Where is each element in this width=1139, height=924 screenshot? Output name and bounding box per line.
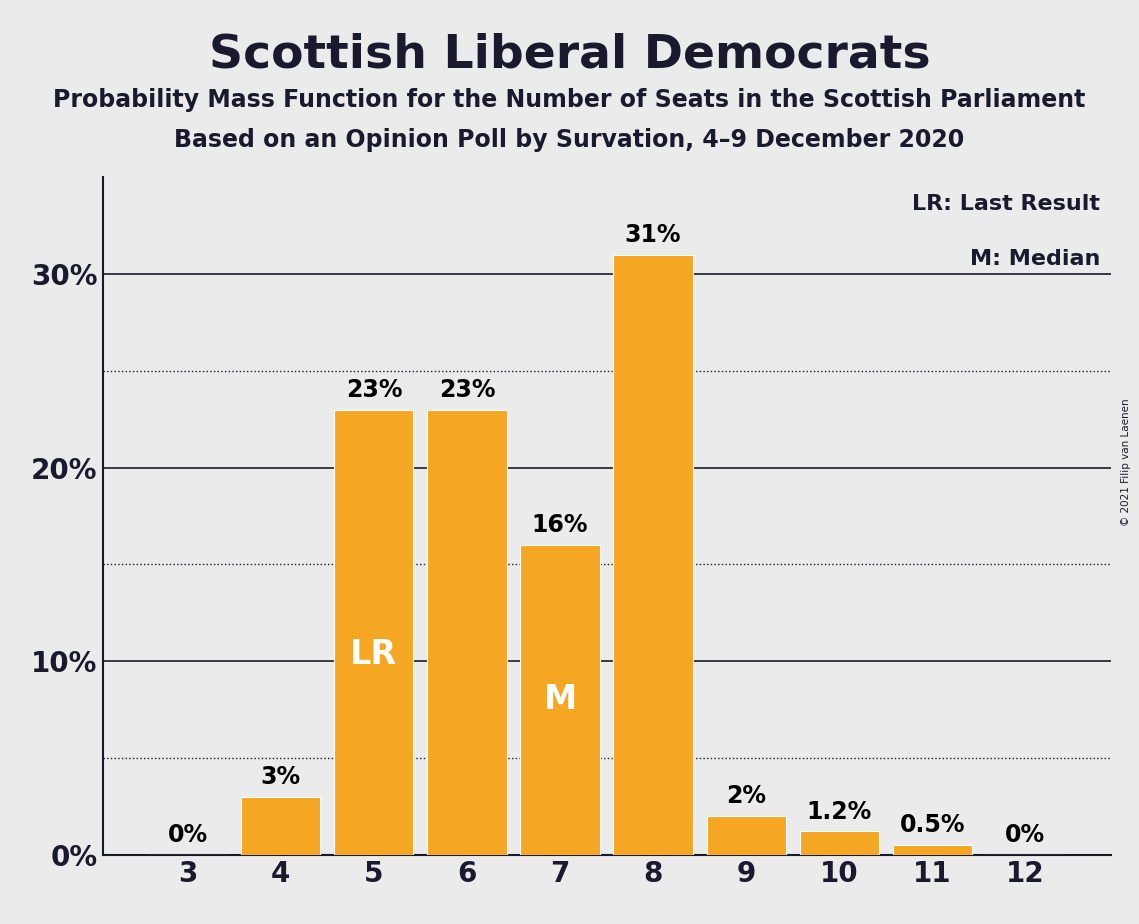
Text: LR: LR [351, 638, 398, 671]
Bar [335, 409, 413, 855]
Text: M: M [543, 684, 576, 716]
Text: 2%: 2% [726, 784, 767, 808]
Bar [800, 832, 878, 855]
Text: © 2021 Filip van Laenen: © 2021 Filip van Laenen [1121, 398, 1131, 526]
Text: M: Median: M: Median [970, 249, 1100, 269]
Bar [614, 255, 693, 855]
Text: 23%: 23% [345, 378, 402, 402]
Text: Based on an Opinion Poll by Survation, 4–9 December 2020: Based on an Opinion Poll by Survation, 4… [174, 128, 965, 152]
Bar [706, 816, 786, 855]
Bar [241, 796, 320, 855]
Text: 23%: 23% [439, 378, 495, 402]
Text: Probability Mass Function for the Number of Seats in the Scottish Parliament: Probability Mass Function for the Number… [54, 88, 1085, 112]
Text: 0%: 0% [1005, 823, 1046, 847]
Text: 1.2%: 1.2% [806, 800, 871, 823]
Text: 16%: 16% [532, 514, 588, 538]
Bar [521, 545, 599, 855]
Text: 0%: 0% [167, 823, 208, 847]
Bar [427, 409, 507, 855]
Text: Scottish Liberal Democrats: Scottish Liberal Democrats [208, 32, 931, 78]
Text: 0.5%: 0.5% [900, 813, 965, 837]
Bar [893, 845, 972, 855]
Text: 3%: 3% [261, 765, 301, 789]
Text: 31%: 31% [625, 223, 681, 247]
Text: LR: Last Result: LR: Last Result [912, 194, 1100, 214]
